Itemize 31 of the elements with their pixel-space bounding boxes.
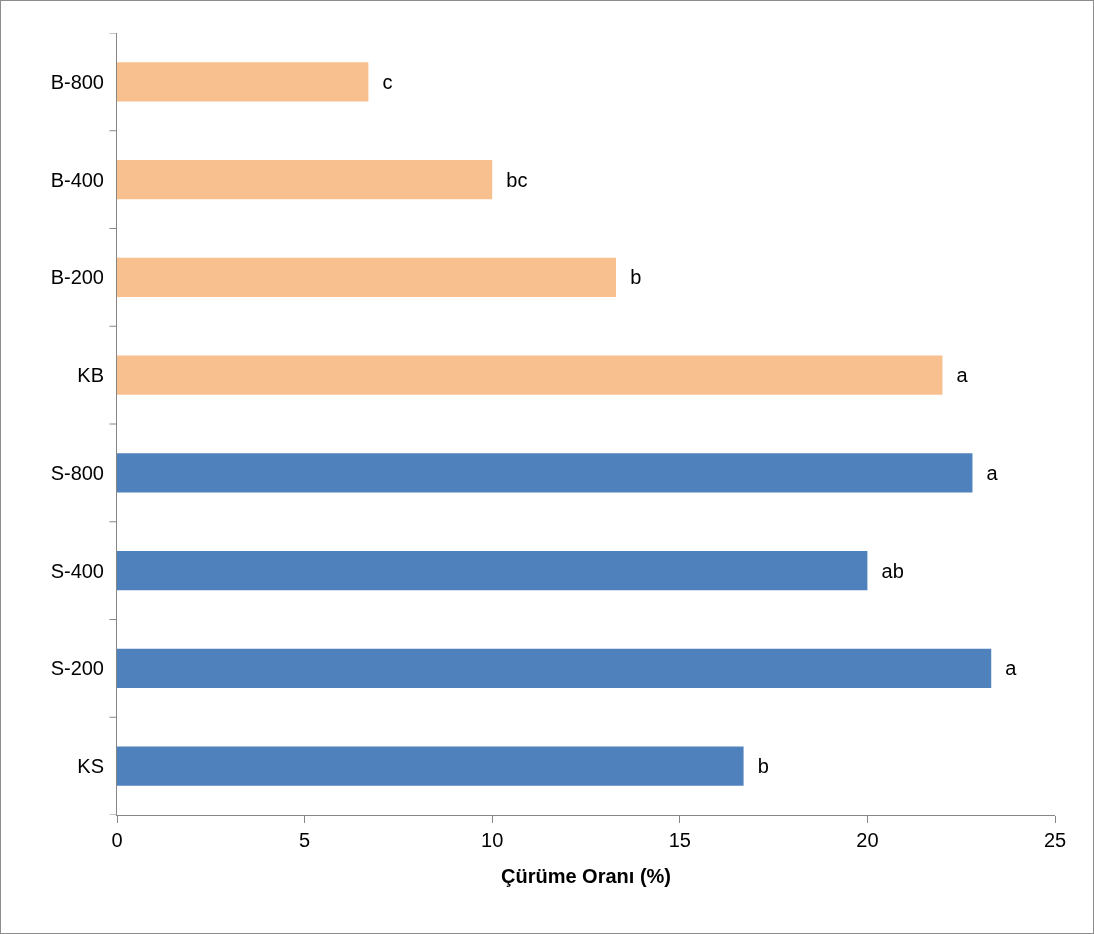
bar [117, 453, 973, 493]
bar [117, 257, 617, 297]
data-label: bc [495, 168, 528, 191]
x-tick-label: 5 [299, 829, 311, 851]
bar [117, 746, 744, 786]
data-label: a [994, 657, 1018, 680]
y-tick-label: KS [77, 755, 104, 778]
data-label: c [371, 70, 393, 93]
x-tick-label: 10 [481, 829, 504, 851]
data-label: a [945, 364, 969, 387]
y-tick-label: S-800 [50, 461, 104, 484]
y-tick-label: KB [77, 364, 104, 387]
y-tick-label: B-800 [50, 70, 104, 93]
y-tick-label: S-200 [50, 657, 104, 680]
bar [117, 355, 943, 395]
bar [117, 62, 369, 102]
bar [117, 160, 493, 200]
y-tick-label: B-200 [50, 266, 104, 289]
y-tick-label: S-400 [50, 559, 104, 582]
data-label: b [619, 266, 642, 289]
x-tick-label: 25 [1043, 829, 1067, 851]
x-tick-label: 20 [856, 829, 879, 851]
data-label: a [975, 461, 999, 484]
bar [117, 551, 868, 591]
data-label: b [746, 755, 769, 778]
x-axis-title: Çürüme Oranı (%) [500, 864, 672, 887]
y-tick-label: B-400 [50, 168, 104, 191]
x-tick-label: 15 [668, 829, 691, 851]
bar [117, 648, 992, 688]
data-label: ab [870, 559, 904, 582]
x-tick-label: 0 [111, 829, 123, 851]
